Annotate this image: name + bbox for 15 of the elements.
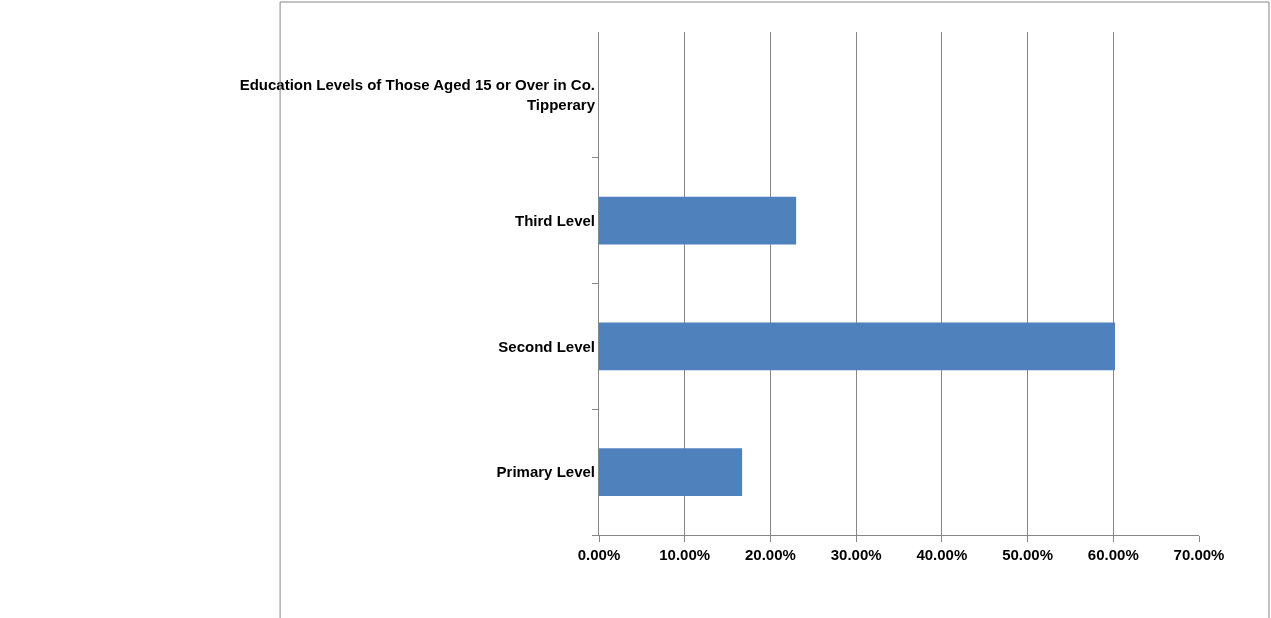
bar <box>599 196 797 245</box>
x-tick-label: 50.00% <box>1002 546 1054 563</box>
x-tick-label: 0.00% <box>577 546 621 563</box>
bar <box>599 322 1115 371</box>
y-tick-label: Third Level <box>514 211 595 229</box>
x-tick-label: 20.00% <box>744 546 796 563</box>
x-tick-label: 70.00% <box>1173 546 1225 563</box>
y-tick-label: Second Level <box>498 337 595 355</box>
x-tick-label: 40.00% <box>916 546 968 563</box>
x-tick-label: 10.00% <box>659 546 711 563</box>
x-tick-label: 30.00% <box>830 546 882 563</box>
y-tick-label: Education Levels of Those Aged 15 or Over in Co. Tipperary <box>239 76 596 113</box>
x-tick-label: 60.00% <box>1087 546 1139 563</box>
bar <box>599 448 743 497</box>
y-tick-label: Primary Level <box>496 463 595 481</box>
